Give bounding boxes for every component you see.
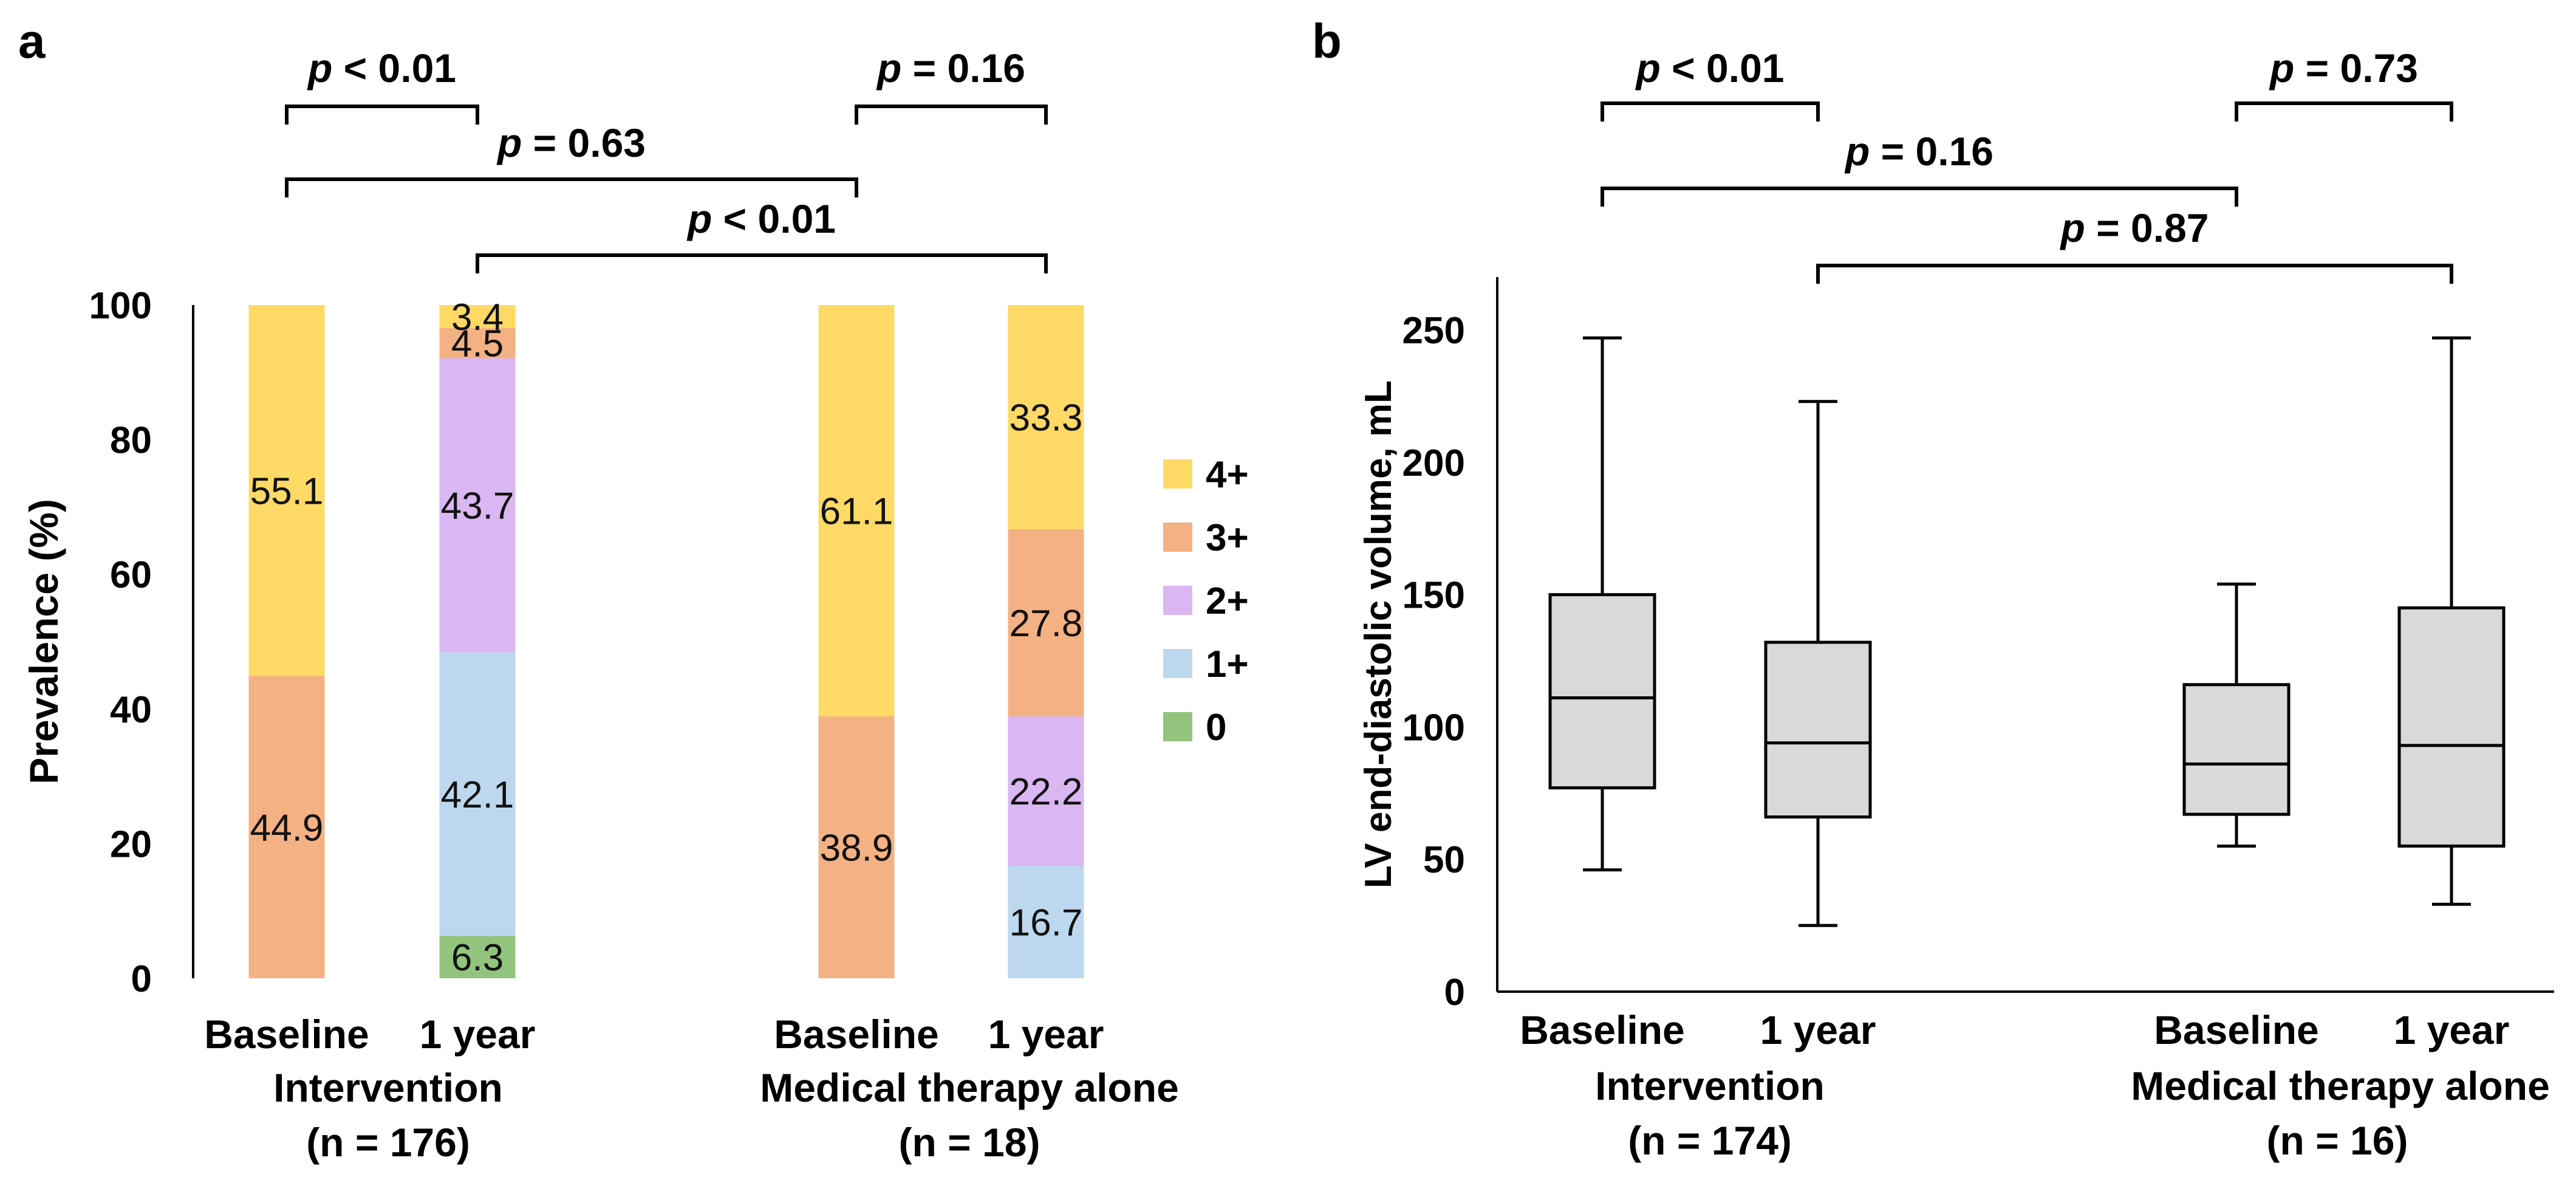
data-label: 42.1 (441, 774, 514, 816)
significance-bracket-a (285, 177, 858, 197)
x-category-label-b: Baseline (1520, 1007, 1684, 1052)
x-category-label-b: 1 year (2394, 1007, 2510, 1052)
significance-bracket-b (1816, 264, 2453, 284)
significance-bracket-b (1601, 187, 2238, 207)
bar-segment-4+ (818, 305, 895, 716)
significance-bracket-a (285, 105, 479, 125)
legend-swatch-4+ (1163, 459, 1192, 489)
data-label: 43.7 (441, 485, 514, 527)
data-label: 16.7 (1010, 902, 1083, 944)
legend-label: 2+ (1206, 580, 1249, 622)
significance-bracket-b (1601, 101, 1820, 122)
box-iqr (1548, 593, 1656, 790)
y-tick-label-a: 0 (131, 958, 152, 1000)
y-axis-title-a: Prevalence (%) (21, 499, 66, 784)
data-label: 61.1 (820, 490, 893, 532)
bar-segment-2+ (439, 358, 516, 653)
group-n-label-a: (n = 18) (899, 1120, 1040, 1165)
significance-bracket-a (855, 105, 1048, 125)
y-tick-label-a: 20 (110, 823, 152, 865)
p-value-label-b: p = 0.73 (2269, 46, 2418, 91)
bar-segment-0 (439, 936, 516, 978)
y-tick-label-a: 80 (110, 420, 152, 462)
group-n-label-b: (n = 16) (2267, 1118, 2408, 1163)
data-label: 3.4 (451, 297, 504, 338)
bar-segment-1+ (1008, 865, 1084, 978)
bar-segment-3+ (439, 328, 516, 358)
legend-label: 3+ (1206, 517, 1249, 559)
y-tick-label-a: 60 (110, 554, 152, 596)
x-category-label-b: Baseline (2154, 1007, 2318, 1052)
p-value-label-b: p < 0.01 (1635, 46, 1785, 91)
data-label: 6.3 (451, 937, 504, 979)
group-label-a: Intervention (273, 1065, 503, 1110)
box-iqr (2397, 606, 2506, 848)
group-n-label-b: (n = 174) (1628, 1118, 1792, 1163)
p-value-label-b: p = 0.16 (1844, 129, 1993, 174)
x-category-label-a: Baseline (204, 1012, 369, 1057)
y-tick-label-b: 200 (1402, 442, 1465, 484)
group-label-b: Medical therapy alone (2131, 1063, 2550, 1108)
group-label-a: Medical therapy alone (760, 1065, 1179, 1110)
legend-swatch-2+ (1163, 586, 1192, 615)
significance-bracket-a (476, 253, 1048, 273)
legend-swatch-1+ (1163, 649, 1192, 678)
legend-label: 1+ (1206, 643, 1249, 685)
bar-segment-3+ (818, 716, 895, 978)
box-iqr (2182, 683, 2291, 816)
y-tick-label-a: 100 (89, 285, 152, 327)
bar-segment-4+ (1008, 305, 1084, 529)
panel-a-chart: 0 20 40 60 80 100 Prevalence (%) 44.9 55.1 Baseli… (21, 46, 1249, 1165)
p-value-label-b: p = 0.87 (2060, 205, 2209, 250)
bar-segment-3+ (248, 676, 325, 978)
data-label: 33.3 (1010, 397, 1083, 439)
data-label: 44.9 (250, 807, 324, 849)
p-value-label-a: p < 0.01 (307, 46, 456, 91)
y-tick-label-a: 40 (110, 689, 152, 731)
legend-swatch-3+ (1163, 523, 1192, 552)
group-n-label-a: (n = 176) (306, 1120, 470, 1165)
x-category-label-a: Baseline (774, 1012, 938, 1057)
bar-segment-2+ (1008, 716, 1084, 866)
bar-segment-4+ (439, 305, 516, 328)
panel-a-label: a (18, 14, 46, 68)
data-label: 27.8 (1010, 603, 1083, 645)
bar-segment-1+ (439, 652, 516, 936)
data-label: 38.9 (820, 827, 893, 869)
y-tick-label-b: 100 (1402, 707, 1465, 749)
p-value-label-a: p = 0.63 (496, 120, 646, 165)
y-tick-label-b: 50 (1423, 839, 1465, 881)
y-tick-label-b: 250 (1402, 310, 1465, 352)
p-value-label-a: p = 0.16 (876, 46, 1025, 91)
box-iqr (1764, 640, 1872, 819)
p-value-label-a: p < 0.01 (686, 196, 836, 241)
significance-bracket-b (2235, 101, 2453, 122)
legend-label: 4+ (1206, 454, 1249, 496)
x-category-label-b: 1 year (1760, 1007, 1876, 1052)
group-label-b: Intervention (1595, 1063, 1825, 1108)
data-label: 55.1 (250, 470, 324, 512)
x-category-label-a: 1 year (420, 1012, 536, 1057)
legend-swatch-0 (1163, 712, 1192, 741)
y-tick-label-b: 150 (1402, 575, 1465, 617)
x-category-label-a: 1 year (988, 1012, 1104, 1057)
data-label: 22.2 (1010, 771, 1083, 813)
panel-b-label: b (1312, 14, 1342, 68)
data-label: 4.5 (451, 323, 504, 365)
legend-label: 0 (1206, 707, 1226, 749)
bar-segment-3+ (1008, 529, 1084, 716)
y-tick-label-b: 0 (1444, 972, 1465, 1014)
bar-segment-4+ (248, 305, 325, 676)
y-axis-title-b: LV end-diastolic volume, mL (1358, 380, 1399, 888)
